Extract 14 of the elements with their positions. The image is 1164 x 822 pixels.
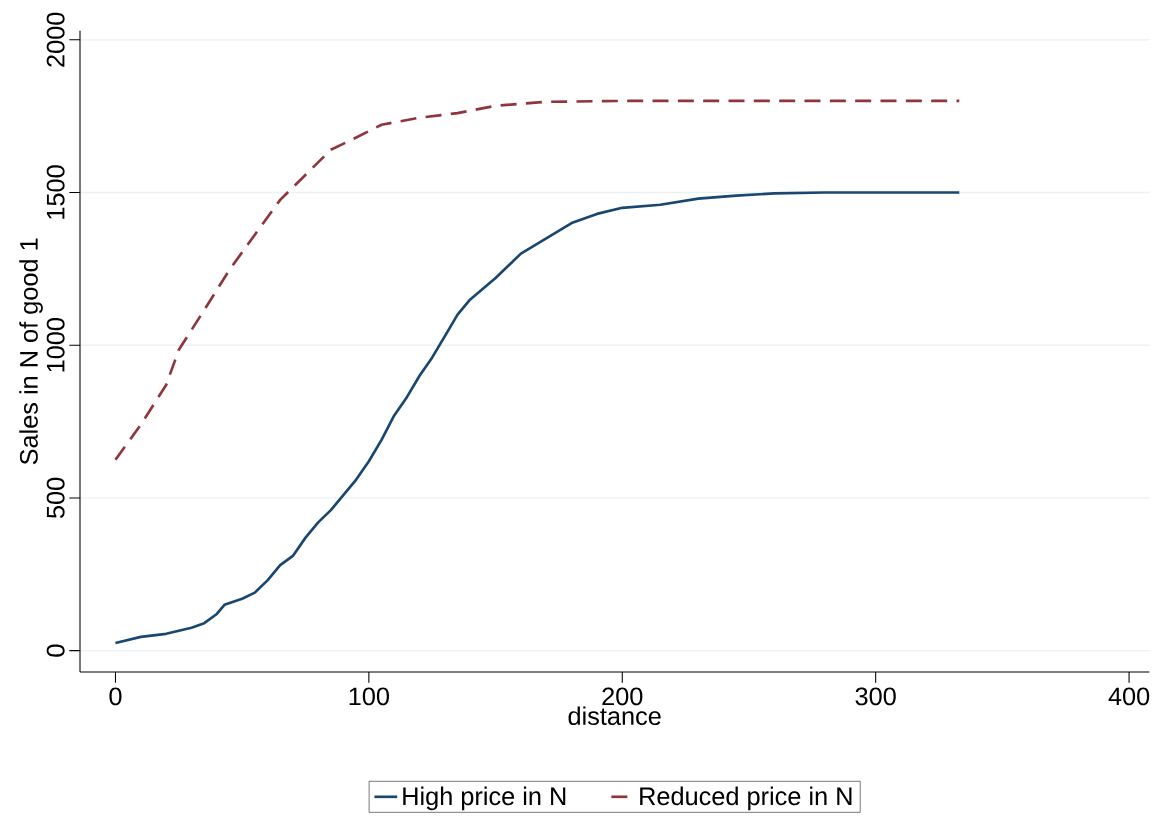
y-tick-label: 0: [46, 644, 65, 657]
x-tick-label: 0: [109, 687, 122, 706]
y-tick-label: 500: [46, 477, 65, 519]
x-axis-title: distance: [568, 706, 661, 726]
y-tick-label: 1000: [46, 318, 65, 372]
x-tick-label: 100: [349, 687, 389, 706]
legend-label: Reduced price in N: [640, 786, 852, 811]
x-tick-label: 400: [1108, 687, 1150, 706]
y-tick-label: 1500: [46, 165, 65, 219]
y-tick-label: 2000: [46, 12, 65, 67]
x-tick-label: 300: [855, 687, 896, 706]
legend-label: High price in N: [403, 786, 566, 811]
y-axis-title: Sales in N of good 1: [19, 238, 43, 465]
x-tick-label: 200: [602, 687, 643, 706]
